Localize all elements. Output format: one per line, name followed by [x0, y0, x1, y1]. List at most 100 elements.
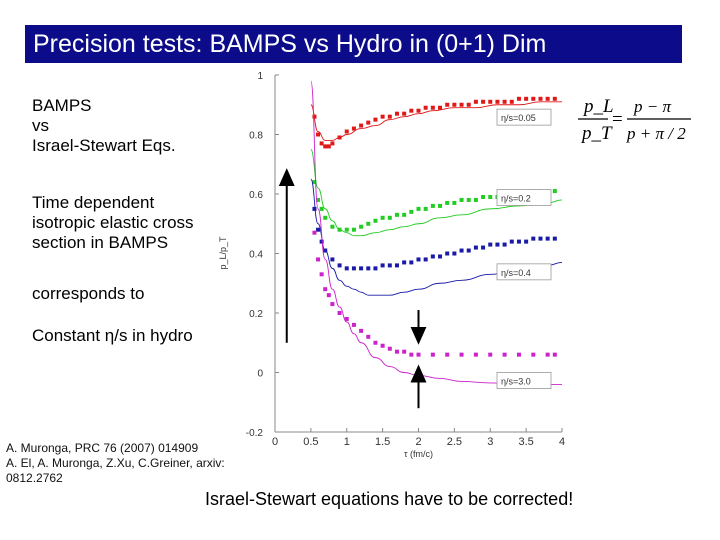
bamps-point-3 — [516, 352, 521, 357]
bamps-point-1 — [481, 194, 486, 199]
bamps-point-0 — [366, 120, 371, 125]
references: A. Muronga, PRC 76 (2007) 014909 A. El, … — [6, 441, 225, 486]
bamps-point-1 — [351, 227, 356, 232]
bamps-point-3 — [402, 349, 407, 354]
bamps-point-3 — [488, 352, 493, 357]
bamps-point-2 — [351, 266, 356, 271]
bamps-point-2 — [545, 236, 550, 241]
bamps-point-2 — [330, 257, 335, 262]
bamps-point-0 — [337, 135, 342, 140]
bamps-point-0 — [312, 114, 317, 119]
bamps-point-1 — [452, 200, 457, 205]
bamps-point-0 — [394, 111, 399, 116]
bamps-point-2 — [452, 251, 457, 256]
reference-line: 0812.2762 — [6, 471, 63, 485]
bamps-point-2 — [387, 263, 392, 268]
bamps-point-1 — [366, 221, 371, 226]
y-tick-label: 0 — [257, 369, 263, 380]
pressure-ratio-formula: p_L p_T = p − π p + π / 2 — [578, 96, 691, 144]
bamps-point-3 — [387, 346, 392, 351]
x-tick-label: 4 — [559, 436, 565, 448]
bamps-point-2 — [337, 263, 342, 268]
bamps-point-1 — [387, 215, 392, 220]
bamps-point-0 — [330, 141, 335, 146]
bamps-point-1 — [330, 224, 335, 229]
bamps-point-0 — [516, 96, 521, 101]
bamps-point-3 — [459, 352, 464, 357]
bamps-point-3 — [394, 349, 399, 354]
bamps-point-3 — [330, 302, 335, 307]
bamps-point-2 — [312, 206, 317, 211]
bamps-point-0 — [316, 132, 321, 137]
formula-rhs-numerator: p − π — [633, 97, 671, 116]
bamps-point-0 — [326, 144, 331, 149]
bamps-point-0 — [438, 105, 443, 110]
bamps-point-3 — [337, 311, 342, 315]
bamps-point-1 — [316, 197, 321, 202]
hydro-curve-3 — [310, 80, 562, 385]
bamps-point-0 — [351, 126, 356, 131]
bamps-point-3 — [373, 340, 378, 345]
side-line: BAMPS — [32, 96, 92, 115]
bamps-point-1 — [394, 212, 399, 217]
series-label-box — [496, 372, 552, 389]
hydro-curve-2 — [310, 178, 563, 296]
corresponds-text: corresponds to — [32, 284, 145, 303]
bamps-point-0 — [416, 108, 421, 113]
bamps-point-1 — [402, 212, 407, 217]
x-tick-label: 1 — [344, 436, 350, 448]
reference-line: A. Muronga, PRC 76 (2007) 014909 — [6, 441, 199, 455]
bamps-point-3 — [409, 352, 414, 357]
bamps-point-2 — [538, 236, 543, 241]
bamps-point-2 — [531, 236, 536, 241]
series-label-box — [496, 263, 552, 281]
bamps-point-2 — [319, 239, 324, 244]
bamps-point-1 — [344, 227, 349, 232]
bamps-point-2 — [373, 266, 378, 271]
bamps-point-3 — [445, 352, 450, 357]
bamps-point-2 — [416, 257, 421, 262]
bamps-point-0 — [319, 141, 324, 146]
x-tick-label: 3.5 — [518, 436, 533, 448]
bamps-point-1 — [373, 218, 378, 223]
bamps-point-2 — [495, 242, 500, 247]
bamps-point-0 — [481, 99, 486, 104]
bamps-point-2 — [502, 242, 507, 247]
bamps-point-3 — [366, 334, 371, 339]
bamps-point-0 — [409, 108, 414, 113]
series-label: η/s=0.2 — [501, 193, 531, 203]
y-tick-label: 1 — [257, 71, 263, 82]
bamps-point-3 — [312, 230, 317, 235]
bamps-vs-is-text: BAMPS vs Israel-Stewart Eqs. — [32, 96, 176, 156]
bamps-point-0 — [459, 102, 464, 107]
y-tick-label: -0.2 — [246, 428, 264, 439]
bamps-point-0 — [502, 99, 507, 104]
bamps-point-0 — [488, 99, 493, 104]
series-label-box — [496, 108, 552, 126]
bamps-point-3 — [323, 287, 328, 292]
bamps-point-2 — [409, 260, 414, 265]
bamps-point-3 — [502, 352, 507, 357]
bamps-point-2 — [524, 239, 529, 244]
bamps-point-2 — [438, 254, 443, 259]
bamps-point-1 — [552, 189, 557, 194]
bamps-point-0 — [323, 144, 328, 149]
bamps-point-1 — [466, 197, 471, 202]
reference-line: A. El, A. Muronga, Z.Xu, C.Greiner, arxi… — [6, 456, 225, 470]
bamps-point-3 — [380, 343, 385, 348]
bamps-point-0 — [359, 123, 364, 128]
bamps-point-2 — [402, 260, 407, 265]
side-line: Time dependent — [32, 193, 155, 212]
x-tick-label: 0.5 — [303, 436, 318, 448]
bamps-point-0 — [423, 105, 428, 110]
bamps-point-2 — [481, 245, 486, 250]
bamps-point-1 — [312, 180, 317, 185]
side-line: Israel-Stewart Eqs. — [32, 136, 176, 155]
x-tick-label: 3 — [487, 436, 493, 448]
bamps-point-1 — [319, 206, 324, 211]
x-tick-label: 2.5 — [447, 436, 462, 448]
bamps-point-1 — [473, 197, 478, 202]
bamps-point-1 — [337, 227, 342, 232]
bamps-point-2 — [316, 227, 321, 232]
formula-equals: = — [612, 109, 623, 130]
